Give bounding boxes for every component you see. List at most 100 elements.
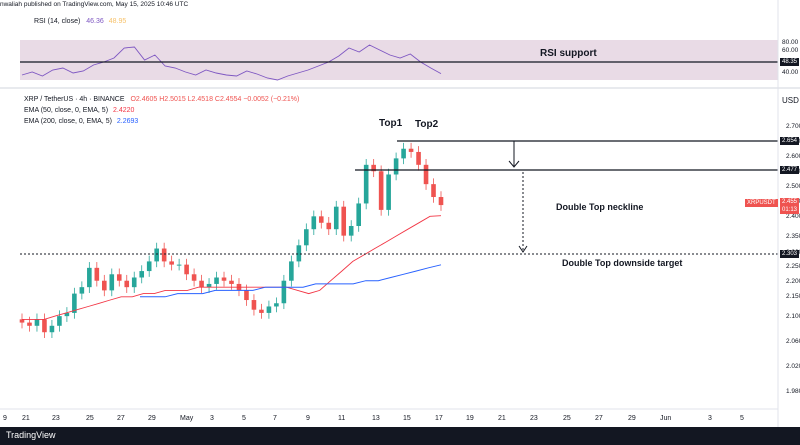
candle-body (206, 283, 212, 288)
candle-body (408, 148, 414, 152)
footer-bar: TradingView (0, 427, 800, 445)
candle-body (154, 248, 159, 262)
time-tick-label: 9 (306, 415, 310, 422)
candle-body (139, 271, 145, 278)
candle-body (109, 274, 115, 291)
price-tick-label: 2.200 (786, 278, 800, 285)
top-price-tag: 2.654 (780, 137, 800, 145)
candle-body (326, 222, 332, 230)
candle-body (221, 277, 227, 281)
time-tick-label: 29 (148, 415, 156, 422)
symbol-tag: XRPUSDT (745, 199, 778, 207)
rsi-tick-label: 60.00 (782, 47, 799, 54)
candle-body (184, 264, 189, 275)
measure-arrowhead (508, 160, 520, 168)
projection-arrowhead (518, 245, 528, 253)
symbol-legend: XRP / TetherUS · 4h · BINANCE O2.4605 H2… (24, 96, 299, 103)
candle-body (64, 312, 70, 317)
price-tick-label: 2.400 (786, 213, 800, 220)
candle-body (274, 303, 279, 307)
candle-body (401, 148, 406, 159)
time-tick-label: 13 (372, 415, 380, 422)
price-tick-label: 2.350 (786, 233, 800, 240)
price-tick-label: 2.150 (786, 293, 800, 300)
time-tick-label: 3 (708, 415, 712, 422)
time-tick-label: 27 (117, 415, 125, 422)
candle-body (289, 261, 294, 281)
candle-body (87, 267, 92, 288)
ohlc-values: O2.4605 H2.5015 L2.4518 C2.4554 −0.0052 … (130, 96, 300, 103)
candle-body (416, 151, 421, 165)
rsi-tick-label: 40.00 (782, 69, 799, 76)
candle-body (371, 164, 376, 172)
time-tick-label: 23 (52, 415, 60, 422)
candle-body (378, 171, 384, 210)
candle-body (251, 300, 257, 310)
time-axis: 9 21 23 25 27 29 May 3 5 7 9 11 13 15 17 19 21 23 25 27 29 Ju… (3, 415, 744, 422)
symbol-line: XRP / TetherUS · 4h · BINANCE (24, 96, 125, 103)
candle-body (191, 274, 197, 281)
candle-body (72, 293, 77, 313)
candle-body (102, 280, 107, 291)
candle-body (348, 225, 354, 236)
tradingview-logo[interactable]: TradingView (6, 430, 56, 440)
candle-body (333, 206, 339, 230)
price-tick-label: 2.020 (786, 363, 800, 370)
chart-canvas: 2.7002.6502.6002.5502.5002.4502.4002.350… (0, 0, 800, 427)
candle-body (438, 197, 444, 206)
rsi-support-label: RSI support (540, 48, 597, 59)
time-tick-label: 9 (3, 415, 7, 422)
candle-body (304, 229, 309, 246)
last-price-tag: 2.455 (780, 198, 800, 206)
rsi-value: 46.36 (86, 18, 104, 25)
candle-body (199, 280, 204, 288)
candle-body (281, 280, 287, 304)
candles (19, 142, 444, 339)
price-tick-label: 2.700 (786, 123, 800, 130)
candle-body (27, 322, 32, 326)
price-tick-label: 1.980 (786, 388, 800, 395)
currency-label[interactable]: USD (782, 96, 799, 105)
candle-body (423, 164, 429, 185)
candle-body (57, 316, 62, 326)
time-tick-label: 7 (273, 415, 277, 422)
candle-body (176, 264, 182, 266)
candle-body (94, 267, 100, 281)
candle-body (356, 203, 361, 226)
price-tick-label: 2.500 (786, 183, 800, 190)
candle-body (214, 277, 219, 284)
candle-body (229, 280, 234, 284)
candle-body (431, 184, 436, 198)
neckline-label: Double Top neckline (556, 202, 644, 212)
price-tick-label: 2.060 (786, 338, 800, 345)
ema50-legend: EMA (50, close, 0, EMA, 5) 2.4220 (24, 107, 134, 114)
time-tick-label: 27 (595, 415, 603, 422)
time-tick-label: 19 (466, 415, 474, 422)
ema50-label: EMA (50, close, 0, EMA, 5) (24, 107, 109, 114)
price-tick-label: 2.100 (786, 313, 800, 320)
candle-body (169, 261, 174, 265)
candle-body (131, 277, 137, 288)
ema50-line (22, 215, 442, 320)
candle-body (393, 158, 399, 175)
rsi-band (20, 40, 778, 80)
candle-body (318, 216, 324, 223)
rsi-label: RSI (14, close) (34, 18, 81, 25)
time-tick-label: 21 (22, 415, 30, 422)
candle-body (296, 245, 302, 262)
ema200-label: EMA (200, close, 0, EMA, 5) (24, 118, 112, 125)
rsi-line (21, 44, 442, 81)
rsi-series (21, 44, 442, 81)
publisher-line: nwaliah published on TradingView.com, Ma… (0, 1, 189, 8)
time-tick-label: 23 (530, 415, 538, 422)
bar-timer-tag: 01:13 (780, 206, 800, 214)
candle-body (259, 309, 264, 313)
candle-body (244, 290, 249, 301)
time-tick-label: Jun (660, 415, 671, 422)
price-axis: 2.7002.6502.6002.5502.5002.4502.4002.350… (786, 123, 800, 395)
target-label: Double Top downside target (562, 258, 683, 268)
price-tick-label: 2.250 (786, 263, 800, 270)
ema200-legend: EMA (200, close, 0, EMA, 5) 2.2693 (24, 118, 138, 125)
candle-body (266, 306, 272, 313)
